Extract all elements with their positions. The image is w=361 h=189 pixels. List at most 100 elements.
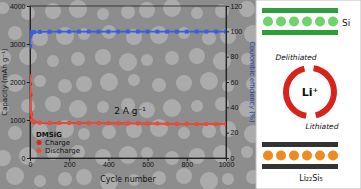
series-line: [30, 32, 226, 47]
label: Si: [342, 18, 350, 28]
sem-particle: [202, 31, 216, 45]
data-point: [175, 122, 179, 126]
data-point: [204, 30, 208, 34]
data-point: [106, 30, 110, 34]
data-point: [48, 30, 52, 34]
data-point: [155, 30, 159, 34]
data-point: [195, 122, 199, 126]
tick: 120: [226, 3, 242, 10]
data-point: [136, 30, 140, 34]
tick: 600: [142, 158, 154, 168]
sem-particle: [6, 167, 24, 185]
particle: [302, 17, 312, 27]
tick-label: 3000: [10, 41, 26, 48]
y2-axis-title: Coulombic efficiency (%): [248, 42, 256, 123]
data-point: [67, 121, 71, 125]
tick-label: 1000: [10, 117, 26, 124]
y-axis: 0 1000 2000 3000 4000: [10, 3, 31, 162]
data-point: [126, 30, 130, 34]
sem-particle: [191, 100, 203, 112]
tick-label: 0: [22, 155, 26, 162]
sem-particle: [150, 119, 168, 137]
tick: 60: [226, 79, 238, 86]
particle: [315, 17, 325, 27]
sem-particle: [200, 72, 218, 90]
tick: 200: [64, 158, 76, 168]
tick-label: 100: [231, 28, 243, 35]
annotation: 2 A g⁻¹: [114, 106, 146, 116]
particle: [276, 17, 286, 27]
sem-particle: [150, 26, 168, 44]
sem-particle: [21, 99, 35, 113]
layer: [262, 164, 338, 169]
data-point: [48, 121, 52, 125]
sem-particle: [200, 172, 218, 189]
data-point: [32, 30, 36, 34]
sem-particle: [152, 78, 166, 92]
data-point: [165, 122, 169, 126]
x-axis-title: Cycle number: [100, 175, 156, 184]
layer: [262, 142, 338, 147]
sem-particle: [58, 172, 72, 186]
data-point: [57, 121, 61, 125]
data-point: [32, 120, 36, 124]
data-point: [136, 121, 140, 125]
sem-particle: [45, 96, 61, 112]
data-point: [77, 121, 81, 125]
tick: 1000: [10, 117, 30, 124]
sem-particle: [76, 76, 92, 92]
sem-particle: [241, 146, 253, 158]
tick: 2000: [10, 79, 30, 86]
tick-label: 40: [231, 104, 239, 111]
tick-label: 0: [29, 161, 33, 168]
data-point: [224, 122, 226, 126]
data-point: [38, 30, 42, 34]
tick: 100: [226, 28, 242, 35]
sem-particle: [128, 74, 140, 86]
legend-marker: [37, 140, 42, 145]
data-point: [155, 122, 159, 126]
diagram: SiLi₂₂Si₅Li⁺DelithiatedLithiated: [256, 0, 361, 189]
sem-particle: [76, 169, 92, 185]
data-point: [146, 30, 150, 34]
y-axis-title: Capacity (mAh g⁻¹): [1, 48, 9, 116]
data-point: [67, 30, 71, 34]
data-point: [155, 122, 159, 126]
data-point: [57, 121, 61, 125]
data-point: [126, 121, 130, 125]
sem-particle: [102, 125, 116, 139]
data-point: [195, 122, 199, 126]
tick-mark: [226, 107, 229, 108]
sem-particle: [34, 175, 46, 187]
sem-particle: [8, 26, 22, 40]
data-point: [87, 121, 91, 125]
data-point: [77, 121, 81, 125]
sem-particle: [222, 173, 234, 185]
tick-mark: [226, 82, 229, 83]
data-point: [77, 30, 81, 34]
tick-label: 4000: [10, 3, 26, 10]
data-point: [214, 30, 218, 34]
tick-label: 800: [181, 161, 193, 168]
tick-label: 20: [231, 129, 239, 136]
tick-mark: [27, 6, 30, 7]
legend-title: DMSiG: [36, 131, 62, 139]
tick: 0: [22, 155, 30, 162]
series-line: [30, 76, 226, 124]
tick-label: 2000: [10, 79, 26, 86]
data-point: [175, 122, 179, 126]
data-point: [165, 30, 169, 34]
sem-particle: [47, 55, 59, 67]
tick-mark: [27, 158, 30, 159]
sem-particle: [0, 150, 11, 166]
sem-particle: [69, 100, 87, 118]
tick: 4000: [10, 3, 30, 10]
data-point: [126, 121, 130, 125]
data-point: [185, 122, 189, 126]
data-point: [87, 121, 91, 125]
tick-label: 80: [231, 53, 239, 60]
tick: 20: [226, 129, 238, 136]
data-point: [195, 30, 199, 34]
particle: [289, 151, 299, 161]
data-point: [204, 122, 208, 126]
